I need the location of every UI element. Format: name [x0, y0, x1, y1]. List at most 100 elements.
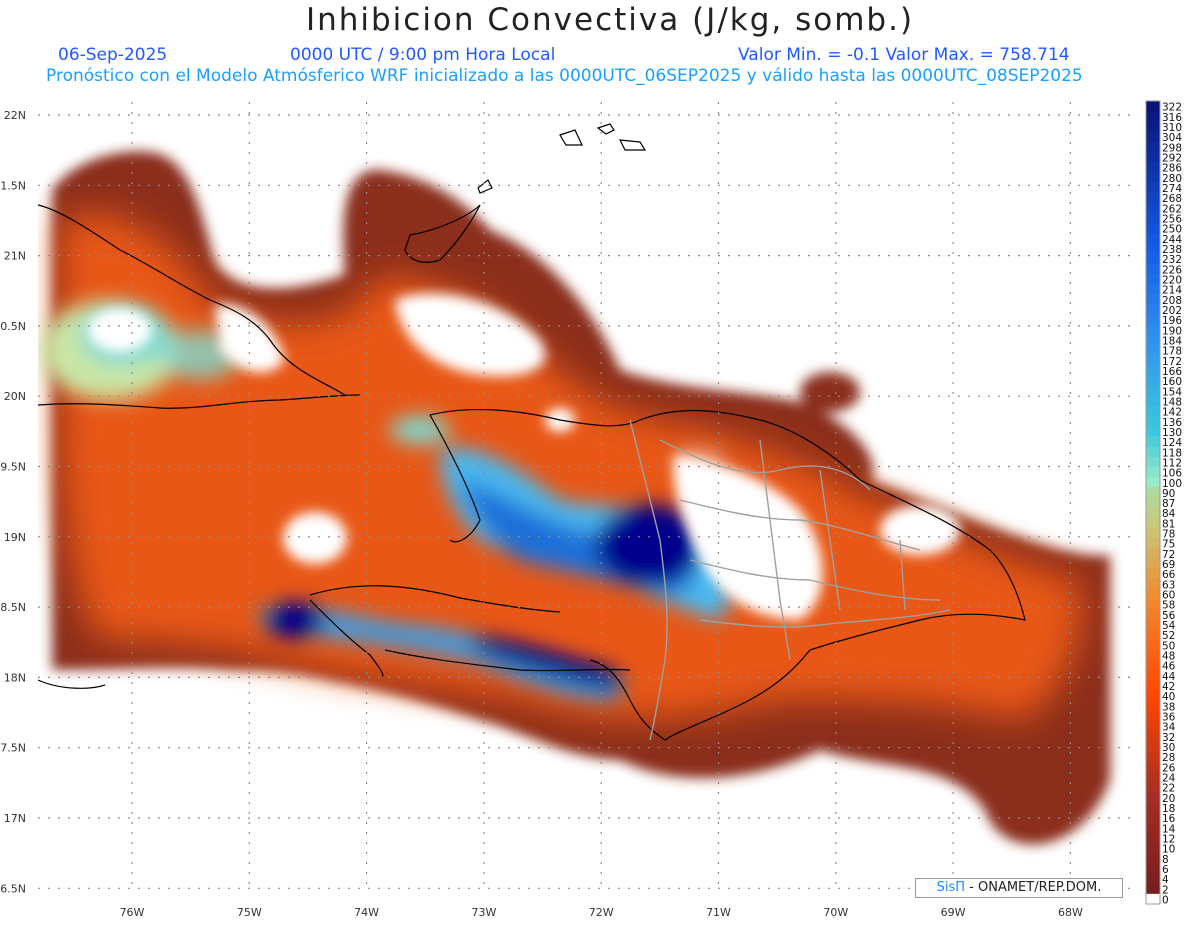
colorbar-label: 75: [1162, 539, 1175, 551]
colorbar-swatch: [1146, 883, 1160, 895]
colorbar-swatch: [1146, 578, 1160, 590]
colorbar-label: 8: [1162, 854, 1169, 866]
x-tick-label: 73W: [471, 906, 496, 919]
colorbar-label: 69: [1162, 559, 1175, 571]
haiti-inhibition-zone: [259, 416, 731, 700]
colorbar-label: 20: [1162, 793, 1175, 805]
colorbar-swatch: [1146, 395, 1160, 407]
colorbar-swatch: [1146, 792, 1160, 803]
colorbar-swatch: [1146, 619, 1160, 631]
colorbar-label: 50: [1162, 640, 1175, 652]
colorbar-label: 63: [1162, 579, 1175, 591]
colorbar-swatch: [1146, 355, 1160, 366]
colorbar-label: 32: [1162, 732, 1175, 744]
colorbar-swatch: [1146, 304, 1160, 315]
colorbar-label: 166: [1162, 366, 1182, 378]
colorbar-label: 268: [1162, 193, 1182, 205]
y-tick-label: 18.5N: [0, 601, 26, 614]
colorbar-swatch: [1146, 101, 1160, 112]
colorbar-swatch: [1146, 131, 1160, 143]
colorbar-label: 28: [1162, 752, 1175, 764]
colorbar-label: 112: [1162, 457, 1182, 469]
colorbar-label: 118: [1162, 447, 1182, 459]
y-tick-label: 19.5N: [0, 461, 26, 474]
colorbar-swatch: [1146, 710, 1160, 722]
y-tick-label: 22N: [4, 109, 26, 122]
colorbar-swatch: [1146, 731, 1160, 742]
colorbar-label: 322: [1162, 102, 1182, 114]
value-min-max: Valor Min. = -0.1 Valor Max. = 758.714: [738, 45, 1070, 65]
colorbar-swatch: [1146, 538, 1160, 549]
colorbar-swatch: [1146, 111, 1160, 122]
y-axis-ticks: 22N 21.5N 21N 20.5N 20N 19.5N 19N 18.5N 18N 17.5N…: [0, 109, 26, 895]
colorbar-label: 56: [1162, 610, 1176, 622]
colorbar-label: 44: [1162, 671, 1176, 683]
colorbar-label: 202: [1162, 305, 1182, 317]
colorbar-label: 38: [1162, 701, 1175, 713]
colorbar-label: 14: [1162, 823, 1176, 835]
colorbar-swatch: [1146, 253, 1160, 265]
y-tick-label: 16.5N: [0, 882, 26, 895]
colorbar-swatch: [1146, 721, 1160, 732]
colorbar-swatch: [1146, 456, 1160, 468]
colorbar-label: 130: [1162, 427, 1182, 439]
y-tick-label: 19N: [4, 531, 26, 544]
colorbar-label: 90: [1162, 488, 1175, 500]
colorbar-swatch: [1146, 161, 1160, 173]
colorbar-swatch: [1146, 751, 1160, 763]
colorbar-swatch: [1146, 873, 1160, 885]
credit-box: SisΠ - ONAMET/REP.DOM.: [915, 878, 1123, 898]
colorbar-label: 226: [1162, 264, 1182, 276]
x-tick-label: 71W: [706, 906, 731, 919]
colorbar-label: 190: [1162, 325, 1182, 337]
colorbar-label: 154: [1162, 386, 1182, 398]
colorbar-swatch: [1146, 639, 1160, 651]
model-description: Pronóstico con el Modelo Atmósferico WRF…: [46, 66, 1083, 86]
colorbar-swatch: [1146, 141, 1160, 153]
colorbar-swatch: [1146, 212, 1160, 224]
colorbar-swatch: [1146, 812, 1160, 824]
colorbar-swatch: [1146, 324, 1160, 336]
colorbar-label: 66: [1162, 569, 1176, 581]
colorbar-label: 298: [1162, 142, 1182, 154]
x-tick-label: 70W: [823, 906, 848, 919]
colorbar-label: 178: [1162, 346, 1182, 358]
x-tick-label: 74W: [354, 906, 379, 919]
colorbar-swatch: [1146, 243, 1160, 254]
colorbar-swatch: [1146, 314, 1160, 326]
colorbar-swatch: [1146, 436, 1160, 448]
colorbar-label: 84: [1162, 508, 1176, 520]
colorbar-label: 160: [1162, 376, 1182, 388]
colorbar-swatch: [1146, 192, 1160, 204]
colorbar-swatch: [1146, 843, 1160, 854]
colorbar-swatch: [1146, 741, 1160, 753]
coastline-layer: [37, 123, 1026, 741]
colorbar-swatch: [1146, 405, 1160, 417]
chart-title: Inhibicion Convectiva (J/kg, somb.): [305, 2, 915, 38]
colorbar-swatch: [1146, 700, 1160, 712]
colorbar-label: 172: [1162, 356, 1182, 368]
colorbar-label: 280: [1162, 173, 1182, 185]
colorbar-swatch: [1146, 416, 1160, 427]
colorbar-label: 238: [1162, 244, 1182, 256]
colorbar-swatch: [1146, 548, 1160, 559]
colorbar-label: 34: [1162, 722, 1176, 734]
colorbar-label: 142: [1162, 407, 1182, 419]
province-borders: [629, 419, 951, 741]
colorbar-label: 148: [1162, 396, 1182, 408]
colorbar-label: 136: [1162, 417, 1182, 429]
colorbar-swatch: [1146, 761, 1160, 773]
colorbar-swatch: [1146, 487, 1160, 498]
colorbar-swatch: [1146, 121, 1160, 132]
colorbar-label: 274: [1162, 183, 1182, 195]
colorbar-swatch: [1146, 233, 1160, 244]
colorbar-swatch: [1146, 527, 1160, 539]
x-axis-ticks: 76W 75W 74W 73W 72W 71W 70W 69W 68W: [120, 906, 1083, 919]
colorbar-swatch: [1146, 334, 1160, 346]
colorbar-label: 196: [1162, 315, 1182, 327]
colorbar-swatch: [1146, 629, 1160, 641]
forecast-time: 0000 UTC / 9:00 pm Hora Local: [290, 45, 556, 65]
colorbar-label: 22: [1162, 783, 1175, 795]
colorbar-label: 72: [1162, 549, 1175, 561]
